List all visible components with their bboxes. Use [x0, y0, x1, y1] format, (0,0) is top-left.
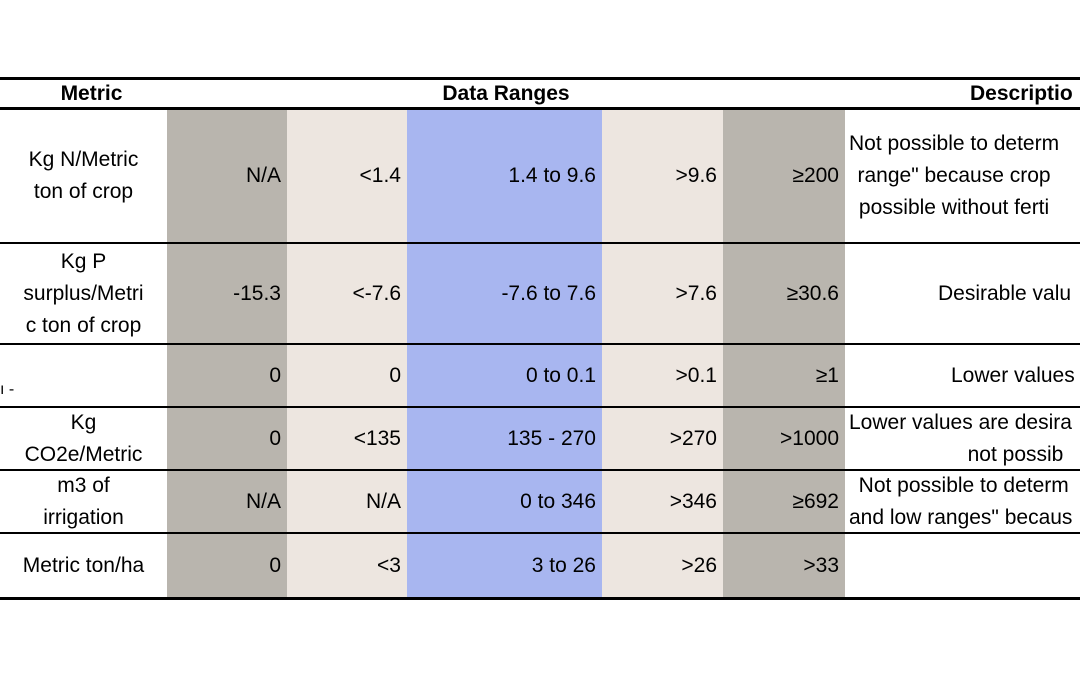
- value-cell-5: >1000: [723, 408, 845, 469]
- description-cell: Desirable valu: [845, 244, 1080, 343]
- value-cell-4: >9.6: [602, 110, 723, 242]
- value-cell-1: 0: [167, 534, 287, 597]
- value-cell-2: <135: [287, 408, 407, 469]
- value-cell-1: -15.3: [167, 244, 287, 343]
- description-cell: [845, 534, 1080, 597]
- value-cell-5: ≥200: [723, 110, 845, 242]
- table-header-row: Metric Data Ranges Descriptio: [0, 77, 1080, 110]
- metric-cell: Metric ton/ha: [0, 534, 167, 597]
- value-cell-5: ≥692: [723, 471, 845, 532]
- header-data-ranges: Data Ranges: [442, 82, 570, 105]
- value-cell-1: 0: [167, 345, 287, 406]
- value-cell-3: -7.6 to 7.6: [407, 244, 602, 343]
- value-cell-4: >270: [602, 408, 723, 469]
- header-metric: Metric: [60, 82, 123, 105]
- table-row: m3 of irrigation N/A N/A 0 to 346 >346 ≥…: [0, 471, 1080, 534]
- value-cell-4: >0.1: [602, 345, 723, 406]
- value-cell-5: ≥30.6: [723, 244, 845, 343]
- value-cell-2: N/A: [287, 471, 407, 532]
- value-cell-1: N/A: [167, 471, 287, 532]
- table-row: Kg P surplus/Metri c ton of crop -15.3 <…: [0, 244, 1080, 345]
- metric-cell: Kg CO2e/Metric: [0, 408, 167, 469]
- table-row: 0 0 0 to 0.1 >0.1 ≥1 Lower values: [0, 345, 1080, 408]
- description-cell: Not possible to determ range" because cr…: [845, 110, 1080, 242]
- value-cell-3: 0 to 0.1: [407, 345, 602, 406]
- metric-cell: [0, 345, 167, 406]
- clipped-text-fragment: ı -: [0, 381, 15, 398]
- table-row: Kg CO2e/Metric 0 <135 135 - 270 >270 >10…: [0, 408, 1080, 471]
- value-cell-2: <3: [287, 534, 407, 597]
- value-cell-1: N/A: [167, 110, 287, 242]
- value-cell-3: 3 to 26: [407, 534, 602, 597]
- value-cell-3: 0 to 346: [407, 471, 602, 532]
- value-cell-4: >346: [602, 471, 723, 532]
- metric-cell: Kg P surplus/Metri c ton of crop: [0, 244, 167, 343]
- description-cell: Lower values are desira not possib: [845, 408, 1080, 469]
- value-cell-2: <1.4: [287, 110, 407, 242]
- metric-cell: m3 of irrigation: [0, 471, 167, 532]
- description-cell: Lower values: [845, 345, 1080, 406]
- value-cell-3: 135 - 270: [407, 408, 602, 469]
- header-description: Descriptio: [970, 82, 1073, 105]
- value-cell-2: 0: [287, 345, 407, 406]
- value-cell-3: 1.4 to 9.6: [407, 110, 602, 242]
- value-cell-5: >33: [723, 534, 845, 597]
- value-cell-5: ≥1: [723, 345, 845, 406]
- value-cell-2: <-7.6: [287, 244, 407, 343]
- metric-cell: Kg N/Metric ton of crop: [0, 110, 167, 242]
- table-row: Metric ton/ha 0 <3 3 to 26 >26 >33: [0, 534, 1080, 600]
- value-cell-1: 0: [167, 408, 287, 469]
- value-cell-4: >7.6: [602, 244, 723, 343]
- value-cell-4: >26: [602, 534, 723, 597]
- description-cell: Not possible to determ and low ranges" b…: [845, 471, 1080, 532]
- table-row: Kg N/Metric ton of crop N/A <1.4 1.4 to …: [0, 110, 1080, 244]
